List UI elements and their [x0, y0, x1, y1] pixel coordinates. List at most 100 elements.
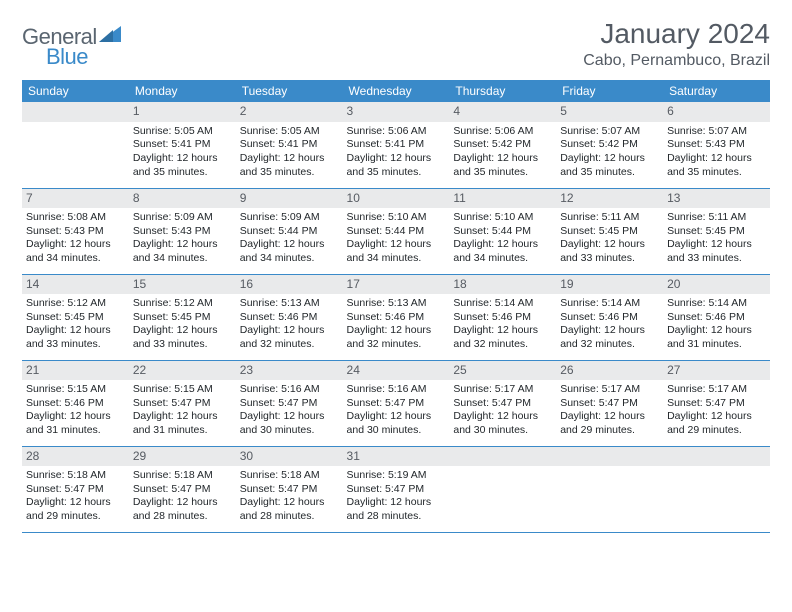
sunrise-line: Sunrise: 5:09 AM — [133, 211, 232, 225]
sunset-line: Sunset: 5:45 PM — [560, 225, 659, 239]
location-label: Cabo, Pernambuco, Brazil — [583, 52, 770, 70]
day-number: 10 — [343, 189, 450, 209]
weekday-header: Sunday — [22, 80, 129, 102]
calendar-day-cell: 16Sunrise: 5:13 AMSunset: 5:46 PMDayligh… — [236, 274, 343, 360]
sunset-line: Sunset: 5:43 PM — [667, 138, 766, 152]
calendar-day-cell: 24 Sunrise: 5:16 AMSunset: 5:47 PMDayligh… — [343, 360, 450, 446]
sunset-line: Sunset: 5:47 PM — [453, 397, 552, 411]
daylight-line: Daylight: 12 hours and 30 minutes. — [347, 410, 446, 437]
sunrise-line: Sunrise: 5:16 AM — [347, 383, 446, 397]
month-title: January 2024 — [583, 18, 770, 50]
sunrise-line: Sunrise: 5:09 AM — [240, 211, 339, 225]
weekday-header: Thursday — [449, 80, 556, 102]
calendar-day-cell: 28Sunrise: 5:18 AMSunset: 5:47 PMDayligh… — [22, 446, 129, 532]
daylight-line: Daylight: 12 hours and 32 minutes. — [347, 324, 446, 351]
sunrise-line: Sunrise: 5:12 AM — [133, 297, 232, 311]
sunset-line: Sunset: 5:44 PM — [453, 225, 552, 239]
daylight-line: Daylight: 12 hours and 32 minutes. — [453, 324, 552, 351]
sunrise-line: Sunrise: 5:13 AM — [347, 297, 446, 311]
sunrise-line: Sunrise: 5:11 AM — [560, 211, 659, 225]
calendar-day-cell: 6Sunrise: 5:07 AMSunset: 5:43 PMDaylight… — [663, 102, 770, 188]
calendar-day-cell: 3Sunrise: 5:06 AMSunset: 5:41 PMDaylight… — [343, 102, 450, 188]
sunset-line: Sunset: 5:47 PM — [26, 483, 125, 497]
day-number: 31 — [343, 447, 450, 467]
sunset-line: Sunset: 5:46 PM — [240, 311, 339, 325]
day-number: 28 — [22, 447, 129, 467]
daylight-line: Daylight: 12 hours and 33 minutes. — [560, 238, 659, 265]
sunset-line: Sunset: 5:46 PM — [560, 311, 659, 325]
sunset-line: Sunset: 5:42 PM — [453, 138, 552, 152]
sunset-line: Sunset: 5:47 PM — [133, 397, 232, 411]
sunset-line: Sunset: 5:43 PM — [26, 225, 125, 239]
day-number: 20 — [663, 275, 770, 295]
sunrise-line: Sunrise: 5:19 AM — [347, 469, 446, 483]
day-number: 11 — [449, 189, 556, 209]
daylight-line: Daylight: 12 hours and 33 minutes. — [133, 324, 232, 351]
daylight-line: Daylight: 12 hours and 35 minutes. — [133, 152, 232, 179]
sunset-line: Sunset: 5:47 PM — [560, 397, 659, 411]
sunrise-line: Sunrise: 5:16 AM — [240, 383, 339, 397]
calendar-header-row: SundayMondayTuesdayWednesdayThursdayFrid… — [22, 80, 770, 102]
sunset-line: Sunset: 5:46 PM — [667, 311, 766, 325]
sunset-line: Sunset: 5:46 PM — [26, 397, 125, 411]
daylight-line: Daylight: 12 hours and 31 minutes. — [133, 410, 232, 437]
sunrise-line: Sunrise: 5:10 AM — [347, 211, 446, 225]
daylight-line: Daylight: 12 hours and 33 minutes. — [26, 324, 125, 351]
sunrise-line: Sunrise: 5:17 AM — [667, 383, 766, 397]
sunrise-line: Sunrise: 5:18 AM — [240, 469, 339, 483]
brand-name-2: Blue — [46, 44, 88, 69]
sunset-line: Sunset: 5:47 PM — [347, 397, 446, 411]
day-number: 23 — [236, 361, 343, 381]
calendar-day-cell: 13Sunrise: 5:11 AMSunset: 5:45 PMDayligh… — [663, 188, 770, 274]
calendar-day-cell: 18Sunrise: 5:14 AMSunset: 5:46 PMDayligh… — [449, 274, 556, 360]
calendar-day-cell: 1Sunrise: 5:05 AMSunset: 5:41 PMDaylight… — [129, 102, 236, 188]
calendar-day-cell: 22Sunrise: 5:15 AMSunset: 5:47 PMDayligh… — [129, 360, 236, 446]
day-number — [449, 447, 556, 467]
daylight-line: Daylight: 12 hours and 33 minutes. — [667, 238, 766, 265]
page-header: General January 2024 Cabo, Pernambuco, B… — [22, 18, 770, 70]
calendar-day-cell: 29Sunrise: 5:18 AMSunset: 5:47 PMDayligh… — [129, 446, 236, 532]
daylight-line: Daylight: 12 hours and 28 minutes. — [240, 496, 339, 523]
sunrise-line: Sunrise: 5:06 AM — [347, 125, 446, 139]
calendar-day-cell — [22, 102, 129, 188]
sunrise-line: Sunrise: 5:07 AM — [560, 125, 659, 139]
calendar-day-cell: 2Sunrise: 5:05 AMSunset: 5:41 PMDaylight… — [236, 102, 343, 188]
sunset-line: Sunset: 5:42 PM — [560, 138, 659, 152]
sunrise-line: Sunrise: 5:17 AM — [560, 383, 659, 397]
sunset-line: Sunset: 5:46 PM — [347, 311, 446, 325]
sunrise-line: Sunrise: 5:14 AM — [667, 297, 766, 311]
calendar-day-cell: 25Sunrise: 5:17 AMSunset: 5:47 PMDayligh… — [449, 360, 556, 446]
sunrise-line: Sunrise: 5:08 AM — [26, 211, 125, 225]
calendar-day-cell: 31Sunrise: 5:19 AMSunset: 5:47 PMDayligh… — [343, 446, 450, 532]
day-number: 3 — [343, 102, 450, 122]
calendar-day-cell — [663, 446, 770, 532]
sunrise-line: Sunrise: 5:12 AM — [26, 297, 125, 311]
day-number: 29 — [129, 447, 236, 467]
calendar-day-cell: 10Sunrise: 5:10 AMSunset: 5:44 PMDayligh… — [343, 188, 450, 274]
day-number: 15 — [129, 275, 236, 295]
daylight-line: Daylight: 12 hours and 34 minutes. — [347, 238, 446, 265]
sunrise-line: Sunrise: 5:14 AM — [453, 297, 552, 311]
day-number: 12 — [556, 189, 663, 209]
sunset-line: Sunset: 5:47 PM — [347, 483, 446, 497]
sunrise-line: Sunrise: 5:05 AM — [240, 125, 339, 139]
daylight-line: Daylight: 12 hours and 30 minutes. — [453, 410, 552, 437]
calendar-day-cell: 17Sunrise: 5:13 AMSunset: 5:46 PMDayligh… — [343, 274, 450, 360]
sunset-line: Sunset: 5:46 PM — [453, 311, 552, 325]
calendar-day-cell: 12 Sunrise: 5:11 AMSunset: 5:45 PMDayligh… — [556, 188, 663, 274]
day-number: 24 — [343, 361, 450, 381]
day-number — [22, 102, 129, 122]
sunrise-line: Sunrise: 5:11 AM — [667, 211, 766, 225]
calendar-day-cell: 19Sunrise: 5:14 AMSunset: 5:46 PMDayligh… — [556, 274, 663, 360]
day-number — [663, 447, 770, 467]
sunset-line: Sunset: 5:45 PM — [667, 225, 766, 239]
day-number: 1 — [129, 102, 236, 122]
calendar-day-cell: 20Sunrise: 5:14 AMSunset: 5:46 PMDayligh… — [663, 274, 770, 360]
daylight-line: Daylight: 12 hours and 31 minutes. — [26, 410, 125, 437]
daylight-line: Daylight: 12 hours and 35 minutes. — [453, 152, 552, 179]
weekday-header: Monday — [129, 80, 236, 102]
sunset-line: Sunset: 5:47 PM — [667, 397, 766, 411]
sunset-line: Sunset: 5:41 PM — [240, 138, 339, 152]
sunrise-line: Sunrise: 5:18 AM — [26, 469, 125, 483]
daylight-line: Daylight: 12 hours and 32 minutes. — [560, 324, 659, 351]
